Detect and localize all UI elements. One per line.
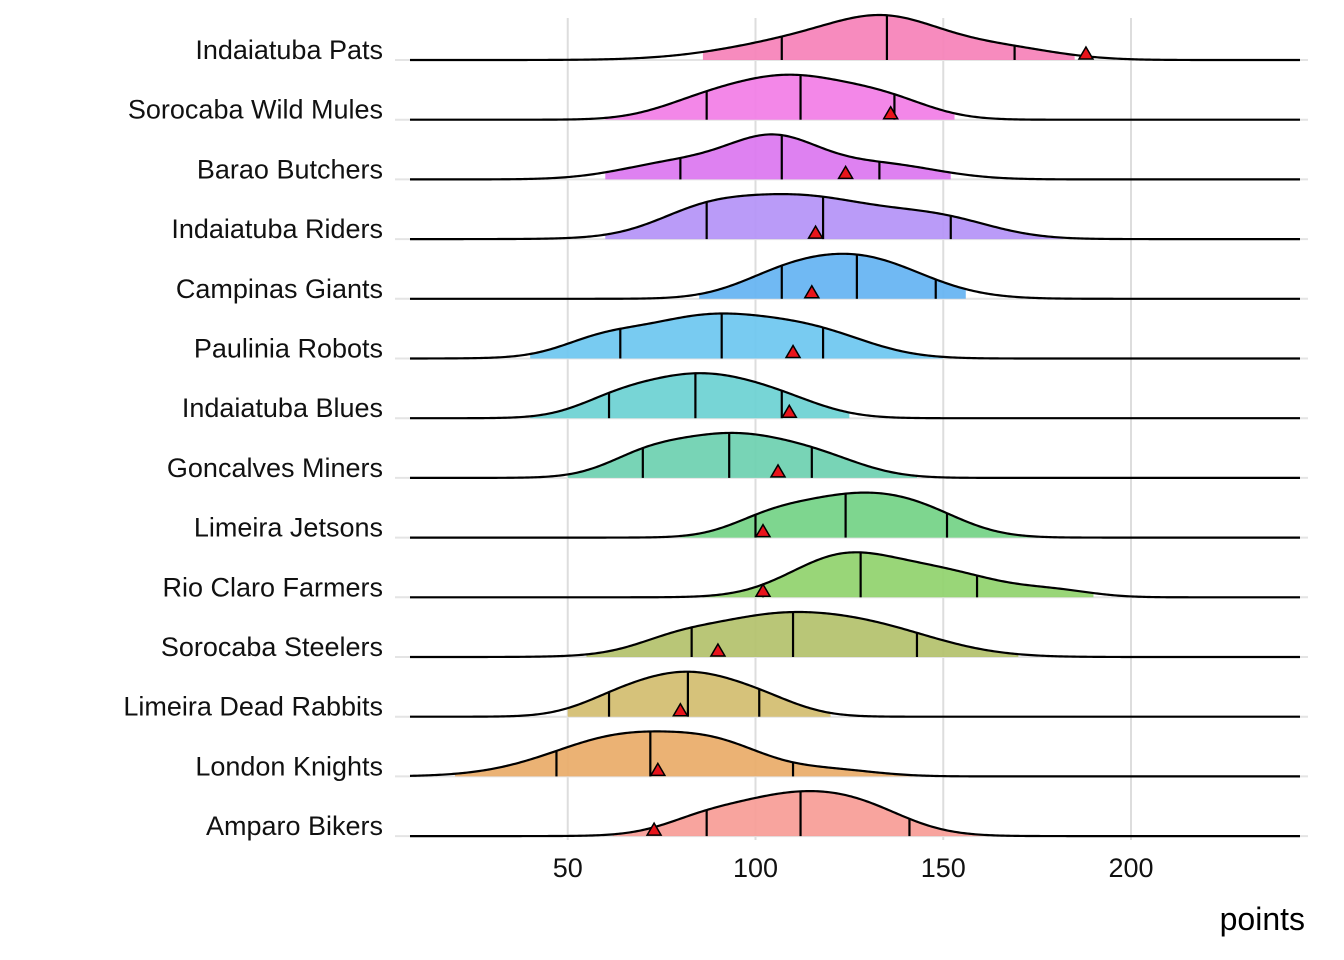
ridge-fill [567, 432, 917, 478]
x-tick-label: 200 [1108, 853, 1153, 883]
ridge-limeira-jetsons [410, 491, 1300, 539]
x-tick-label: 100 [733, 853, 778, 883]
observed-point-marker [649, 761, 667, 777]
team-label: Indaiatuba Riders [171, 214, 383, 244]
ridge-fill [699, 253, 966, 299]
observed-point-marker [780, 403, 798, 418]
ridge-outline [410, 491, 1300, 539]
ridge-goncalves-miners [410, 431, 1300, 479]
team-label: Indaiatuba Blues [182, 393, 383, 423]
team-label: London Knights [195, 751, 383, 781]
observed-point-marker [769, 463, 787, 478]
team-label: Goncalves Miners [167, 453, 383, 483]
x-axis-ticks: 50 100 150 200 [553, 853, 1154, 883]
ridge-fill [702, 15, 1075, 60]
observed-point-marker [645, 821, 663, 836]
ridge-outline [410, 551, 1300, 599]
observed-point-marker [754, 523, 772, 538]
ridge-indaiatuba-pats [410, 13, 1300, 62]
team-label: Campinas Giants [176, 274, 383, 304]
ridge-limeira-dead-rabbits [410, 670, 1300, 718]
x-axis-title: points [1220, 901, 1305, 937]
team-label: Sorocaba Wild Mules [128, 95, 383, 125]
ridge-paulinia-robots [409, 312, 1300, 360]
team-label: Rio Claro Farmers [162, 572, 383, 602]
ridge-outline [410, 789, 1300, 838]
ridge-outline [409, 312, 1300, 360]
team-labels: Indaiatuba Pats Sorocaba Wild Mules Barao … [123, 35, 383, 841]
ridge-outline [409, 610, 1300, 659]
team-label: Limeira Jetsons [194, 513, 383, 543]
ridge-fill [455, 731, 944, 777]
observed-point-marker [784, 344, 802, 359]
ridge-indaiatuba-blues [410, 372, 1300, 420]
ridge-indaiatuba-riders [410, 192, 1300, 241]
ridge-outline [409, 730, 1300, 778]
x-tick-label: 150 [921, 853, 966, 883]
team-label: Amparo Bikers [206, 811, 383, 841]
observed-point-marker [882, 105, 899, 120]
ridge-fill [605, 194, 1064, 240]
ridge-fill [680, 492, 1056, 538]
team-label: Sorocaba Steelers [161, 632, 383, 662]
ridges [409, 13, 1300, 838]
ridge-outline [410, 431, 1300, 479]
ridge-sorocaba-wild-mules [410, 73, 1300, 121]
ridge-barao-butchers [410, 133, 1300, 181]
ridge-fill [605, 74, 955, 120]
ridge-fill [530, 313, 944, 359]
observed-point-marker [1077, 45, 1095, 60]
ridge-rio-claro-farmers [410, 551, 1300, 599]
observed-point-marker [807, 224, 824, 239]
team-label: Indaiatuba Pats [195, 35, 383, 65]
ridge-amparo-bikers [410, 789, 1300, 838]
ridge-fill [530, 373, 850, 419]
observed-point-marker [754, 582, 772, 598]
team-label: Limeira Dead Rabbits [123, 692, 383, 722]
ridge-london-knights [409, 730, 1300, 778]
ridge-outline [410, 252, 1300, 300]
ridge-fill [586, 612, 1019, 657]
ridge-campinas-giants [410, 252, 1300, 300]
ridge-outline [410, 670, 1300, 718]
ridge-outline [410, 372, 1300, 420]
ridge-outline [410, 192, 1300, 241]
x-tick-label: 50 [553, 853, 583, 883]
ridge-outline [410, 73, 1300, 121]
ridge-fill [567, 671, 831, 717]
ridge-sorocaba-steelers [409, 610, 1300, 659]
team-label: Paulinia Robots [194, 334, 383, 364]
team-label: Barao Butchers [197, 154, 383, 184]
ridge-outline [410, 133, 1300, 181]
ridge-outline [410, 13, 1300, 62]
ridge-fill [702, 552, 1094, 598]
observed-point-marker [837, 164, 854, 180]
observed-point-marker [803, 284, 821, 299]
observed-point-marker [672, 702, 689, 717]
observed-point-marker [709, 642, 727, 657]
ridge-fill [605, 134, 951, 180]
